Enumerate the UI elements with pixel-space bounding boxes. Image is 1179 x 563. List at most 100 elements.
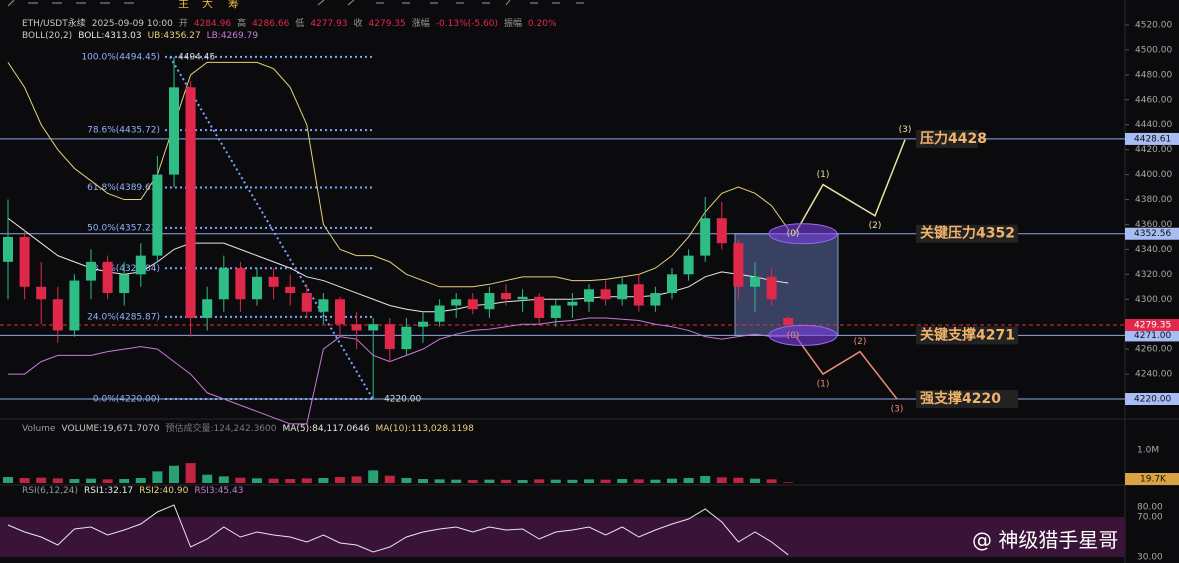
- level-note: 压力4428: [920, 130, 987, 147]
- header-item: 预估成交量:124,242.3600: [165, 424, 277, 434]
- volume-bar: [700, 476, 711, 483]
- wave-label: (2): [854, 337, 867, 347]
- volume-bar: [169, 465, 179, 483]
- candle-body: [401, 326, 412, 350]
- header-item: 0.20%: [527, 19, 557, 29]
- y-tick-label: 4380.00: [1135, 195, 1172, 205]
- rsi-tick-label: 80.00: [1137, 503, 1163, 513]
- candle-body: [750, 276, 760, 287]
- fib-high-label: 4494.45: [178, 52, 215, 62]
- rsi-band: [0, 517, 1125, 557]
- price-tag-label: 4352.56: [1134, 229, 1171, 239]
- volume-tag: [1125, 473, 1179, 485]
- note-bg: [916, 390, 1018, 408]
- y-tick-label: 4500.00: [1135, 45, 1172, 55]
- volume-bar: [318, 478, 329, 483]
- wave-label: (0): [787, 229, 800, 239]
- header-item: RSI3:45.43: [194, 486, 244, 496]
- volume-bar: [69, 479, 80, 483]
- candle-body: [567, 301, 578, 306]
- volume-bar: [218, 476, 229, 483]
- toolbar-button[interactable]: 主: [178, 0, 189, 10]
- volume-bar: [252, 478, 262, 483]
- candle-body: [19, 236, 30, 287]
- volume-bar: [683, 478, 694, 483]
- fib-label: 50.0%(4357.23): [87, 223, 160, 233]
- y-tick-label: 4340.00: [1135, 245, 1172, 255]
- candle-body: [451, 299, 462, 306]
- volume-bar: [135, 478, 146, 483]
- volume-header: Volume VOLUME:19,671.7070 预估成交量:124,242.36…: [22, 421, 480, 434]
- candle-body: [517, 296, 528, 300]
- scenario-path: [794, 334, 898, 400]
- price-tag: [1125, 227, 1179, 240]
- volume-tick-label: 1.0M: [1137, 445, 1159, 455]
- volume-bar: [750, 478, 760, 483]
- candle-body: [235, 268, 246, 300]
- y-tick-label: 4320.00: [1135, 270, 1172, 280]
- candle-body: [418, 321, 428, 327]
- y-tick-label: 4400.00: [1135, 170, 1172, 180]
- boll-line: [7, 61, 789, 288]
- volume-bar: [501, 479, 511, 483]
- y-tick-label: 4520.00: [1135, 21, 1172, 31]
- header-item: 涨幅: [411, 19, 430, 29]
- price-tag-label: 4279.35: [1134, 321, 1171, 331]
- candle-body: [766, 276, 777, 300]
- candle-body: [368, 324, 379, 331]
- level-note: 关键压力4352: [920, 225, 1015, 242]
- rsi-line: [7, 504, 789, 556]
- fib-diagonal: [169, 56, 374, 400]
- header-item: BOLL(20,2): [22, 31, 73, 41]
- header-item: -0.13%(-5.60): [435, 19, 498, 29]
- candle-body: [252, 276, 262, 300]
- volume-bar: [617, 479, 628, 483]
- header-item: 4277.93: [310, 19, 348, 29]
- header-item: RSI(6,12,24): [22, 486, 78, 496]
- candle-body: [733, 243, 744, 287]
- volume-bar: [52, 478, 63, 483]
- wave-label: (1): [817, 170, 830, 180]
- candle-body: [501, 293, 511, 300]
- header-item: MA(10):113,028.1198: [375, 424, 474, 434]
- candle-body: [783, 318, 794, 326]
- price-tag: [1125, 393, 1179, 405]
- wave-label: (1): [817, 380, 830, 390]
- rsi-tick-label: 30.00: [1137, 553, 1163, 563]
- level-note: 强支撑4220: [920, 390, 1001, 407]
- header-item: 4286.66: [252, 19, 290, 29]
- boll-header: BOLL(20,2) BOLL:4313.03 UB:4356.27 LB:4269.…: [22, 31, 264, 41]
- toolbar-button[interactable]: 大: [202, 0, 213, 10]
- y-tick-label: 4240.00: [1135, 370, 1172, 380]
- volume-bar: [567, 479, 578, 483]
- watermark: @ 神级猎手星哥: [972, 528, 1119, 552]
- candle-body: [268, 276, 279, 287]
- candle-body: [119, 274, 130, 294]
- candle-body: [584, 289, 594, 302]
- volume-bar: [86, 478, 96, 483]
- candle-body: [69, 280, 80, 331]
- volume-bar: [401, 478, 412, 483]
- volume-bar: [235, 477, 246, 483]
- y-tick-label: 4360.00: [1135, 220, 1172, 230]
- candle-body: [467, 299, 478, 310]
- candle-body: [683, 255, 694, 275]
- boll-line: [8, 317, 789, 425]
- y-tick-label: 4440.00: [1135, 120, 1172, 130]
- volume-bar: [185, 463, 196, 483]
- volume-bar: [368, 470, 379, 483]
- volume-bar: [484, 479, 495, 483]
- candle-body: [3, 236, 13, 262]
- candle-body: [335, 299, 345, 325]
- candle-body: [135, 255, 146, 275]
- toolbar-button[interactable]: 筹: [228, 0, 239, 10]
- y-tick-label: 4420.00: [1135, 145, 1172, 155]
- volume-bar: [335, 477, 345, 483]
- candle-body: [318, 299, 329, 312]
- header-item: 开: [178, 19, 188, 29]
- candle-body: [633, 284, 644, 306]
- price-tag-label: 4220.00: [1134, 395, 1171, 405]
- candle-body: [550, 305, 561, 318]
- price-tag: [1125, 319, 1179, 332]
